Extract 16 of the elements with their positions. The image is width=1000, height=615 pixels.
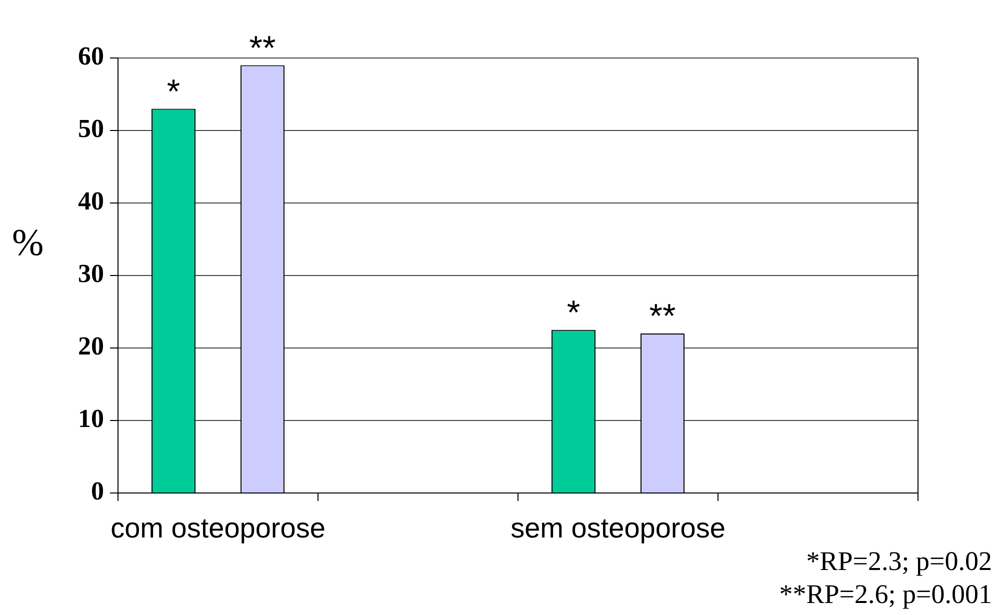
data-label: *: [166, 72, 180, 111]
data-label: *: [566, 294, 580, 332]
x-tick-label: sem osteoporose: [510, 512, 726, 544]
y-tick-label: 50: [78, 114, 104, 144]
data-label: **: [649, 298, 676, 336]
text: *RP=2.3; p=0.02: [806, 546, 992, 576]
y-tick-label: 60: [78, 42, 104, 71]
x-tick-label: com osteoporose: [110, 512, 326, 544]
y-axis-title: %: [12, 222, 44, 264]
y-tick-label: 30: [78, 259, 104, 288]
y-tick-label: 0: [91, 476, 104, 506]
y-tick-label: 10: [78, 404, 104, 434]
text: **RP=2.6; p=0.001: [779, 579, 992, 610]
y-tick-label: 20: [78, 332, 104, 361]
y-tick-label: 40: [78, 186, 104, 216]
data-label: **: [249, 29, 276, 68]
